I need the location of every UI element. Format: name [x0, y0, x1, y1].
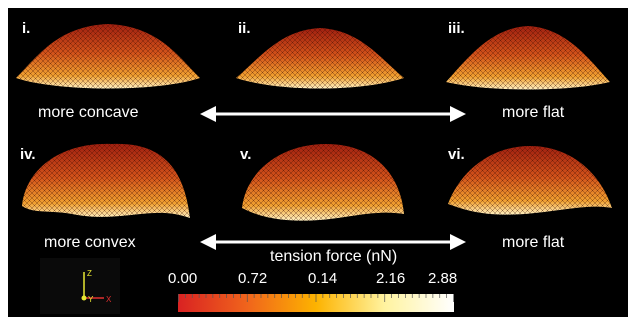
colorbar-tick-0: 0.00 [168, 270, 198, 287]
dome-render-iii [446, 26, 610, 90]
colorbar-gradient [178, 294, 454, 312]
y-axis-label: Y [88, 295, 94, 304]
caption-more-flat-bottom: more flat [502, 234, 565, 251]
colorbar-tick-1: 0.72 [238, 270, 268, 287]
panel-iii [428, 18, 628, 118]
panel-label-vi: vi. [448, 146, 465, 163]
panel-vi [430, 138, 628, 238]
dome-render-i [16, 24, 200, 89]
panel-iv [12, 138, 212, 238]
panel-label-v: v. [240, 146, 252, 163]
panel-i [8, 16, 208, 116]
axes-triad-svg: Z Y X [81, 269, 112, 304]
double-arrow-top [200, 106, 466, 122]
panel-label-i: i. [22, 20, 31, 37]
colorbar-tick-2: 0.14 [308, 270, 338, 287]
dome-mesh-texture [242, 144, 404, 221]
colorbar-tick-4: 2.88 [428, 270, 458, 287]
panel-ii [220, 20, 420, 120]
panel-label-ii: ii. [238, 20, 251, 37]
caption-more-flat-top: more flat [502, 104, 565, 121]
dome-mesh-texture [22, 143, 190, 218]
axes-triad: Z Y X [40, 258, 120, 314]
figure-canvas: i. ii. iii. more concave more flat iv. v… [8, 8, 628, 317]
colorbar-title: tension force (nN) [270, 248, 398, 265]
dome-render-v [242, 144, 404, 221]
colorbar-tick-3: 2.16 [376, 270, 406, 287]
dome-render-vi [448, 146, 612, 215]
caption-more-concave: more concave [38, 104, 139, 121]
dome-render-iv [22, 143, 190, 218]
dome-mesh-texture [236, 28, 404, 89]
double-arrow-bottom [200, 234, 466, 250]
caption-more-convex: more convex [44, 234, 136, 251]
dome-mesh-texture [16, 24, 200, 89]
y-axis-dot [81, 295, 87, 301]
panel-v [226, 138, 426, 238]
x-axis-label: X [106, 295, 112, 304]
z-axis-label: Z [87, 269, 92, 278]
panel-label-iv: iv. [20, 146, 36, 163]
dome-mesh-texture [448, 146, 612, 215]
dome-mesh-texture [446, 26, 610, 90]
dome-render-ii [236, 28, 404, 89]
panel-label-iii: iii. [448, 20, 465, 37]
